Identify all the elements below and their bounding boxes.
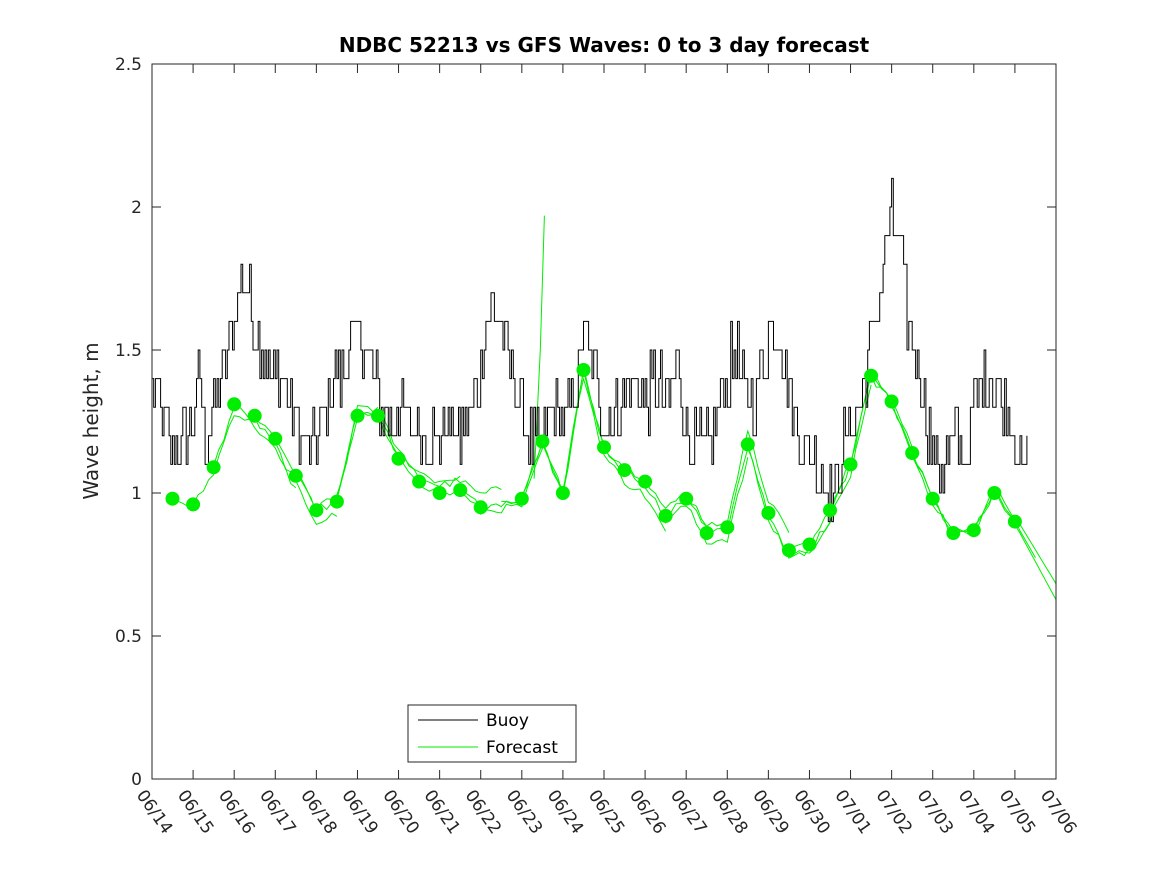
legend-buoy-label: Buoy	[486, 711, 529, 731]
forecast-marker	[823, 503, 837, 518]
forecast-marker	[576, 363, 591, 377]
forecast-marker	[268, 431, 283, 446]
forecast-marker	[206, 460, 221, 475]
forecast-marker	[165, 491, 180, 506]
forecast-marker	[658, 508, 673, 523]
forecast-marker	[514, 491, 529, 506]
chart-title: NDBC 52213 vs GFS Waves: 0 to 3 day fore…	[339, 33, 870, 57]
forecast-marker	[288, 468, 303, 483]
legend-forecast-label: Forecast	[486, 738, 558, 758]
legend-box	[407, 704, 577, 763]
forecast-marker	[555, 486, 570, 500]
marker-layer	[165, 363, 1022, 558]
forecast-marker	[391, 451, 406, 466]
forecast-marker	[186, 497, 201, 512]
forecast-marker	[350, 408, 365, 423]
y-tick-label: 2	[131, 198, 142, 218]
y-tick-label: 0.5	[115, 627, 142, 647]
forecast-marker	[864, 368, 879, 383]
forecast-marker	[247, 408, 262, 423]
forecast-marker	[371, 408, 385, 423]
y-tick-label: 1.5	[115, 341, 142, 361]
forecast-marker	[617, 463, 632, 478]
forecast-marker	[987, 486, 1002, 500]
forecast-marker	[925, 491, 940, 506]
y-tick-label: 1	[131, 484, 142, 504]
forecast-marker	[740, 437, 755, 452]
forecast-marker	[905, 446, 920, 460]
forecast-marker	[699, 526, 714, 540]
forecast-marker	[884, 394, 899, 409]
forecast-marker	[1007, 514, 1022, 529]
forecast-marker	[453, 483, 468, 498]
y-tick-label: 0	[131, 770, 142, 790]
forecast-marker	[843, 457, 858, 472]
forecast-marker	[597, 440, 611, 455]
y-axis-label: Wave height, m	[79, 342, 103, 499]
forecast-marker	[473, 500, 488, 515]
forecast-marker	[227, 397, 242, 412]
forecast-marker	[946, 526, 961, 540]
legend: Buoy Forecast	[407, 704, 577, 763]
forecast-run-line	[994, 492, 1057, 600]
forecast-marker	[638, 474, 653, 489]
forecast-marker	[802, 537, 817, 552]
forecast-marker	[966, 523, 981, 538]
buoy-series-line	[152, 177, 1028, 523]
y-tick-label: 2.5	[115, 55, 142, 75]
forecast-marker	[535, 434, 550, 449]
forecast-marker	[309, 503, 324, 518]
forecast-marker	[720, 520, 735, 535]
forecast-marker	[432, 486, 447, 500]
buoy-layer	[152, 177, 1028, 523]
forecast-marker	[781, 543, 796, 558]
forecast-marker	[412, 474, 427, 489]
forecast-marker	[761, 506, 776, 520]
forecast-marker	[329, 494, 344, 509]
forecast-marker	[679, 491, 694, 506]
